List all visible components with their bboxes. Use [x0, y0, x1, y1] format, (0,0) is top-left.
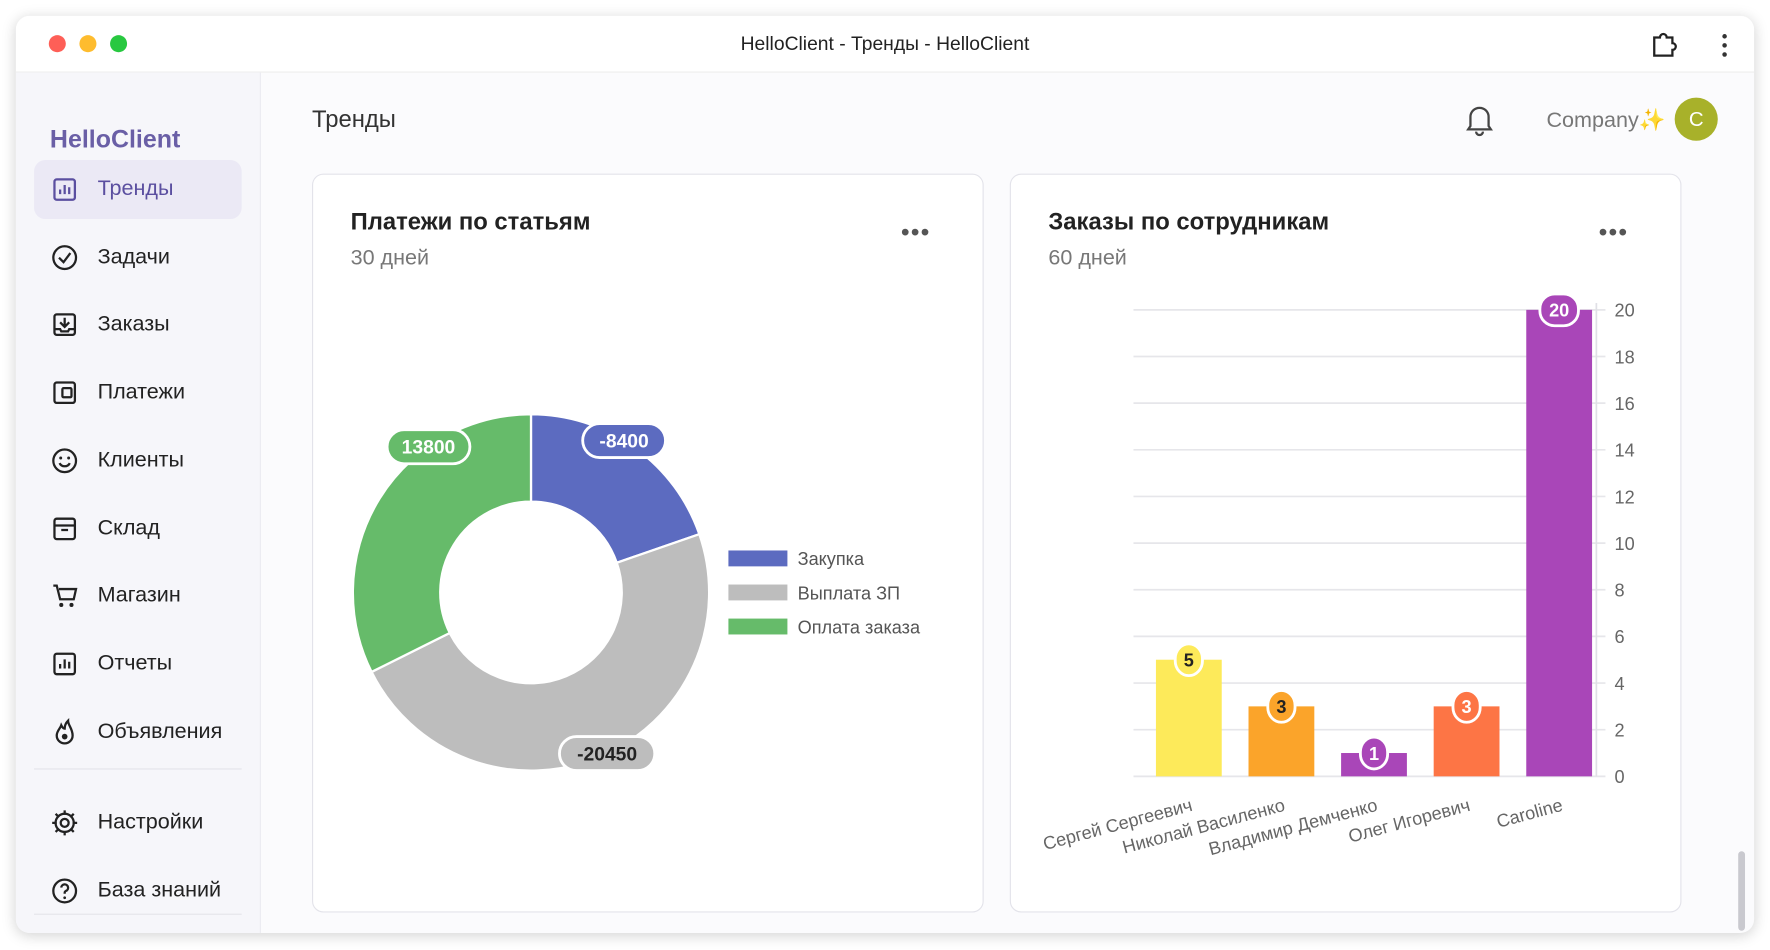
card-subtitle: 30 дней	[350, 246, 430, 271]
sidebar-item-flame[interactable]: Объявления	[34, 702, 242, 761]
legend-label[interactable]: Закупка	[798, 549, 865, 569]
sidebar-item-label: Платежи	[97, 380, 186, 405]
donut-chart: -8400 -20450 13800 Закупка Выплата ЗП Оплата …	[351, 413, 921, 773]
sidebar-item-report-chart[interactable]: Отчеты	[34, 634, 242, 693]
data-label-pill	[581, 422, 667, 459]
legend-label[interactable]: Оплата заказа	[798, 617, 921, 637]
sidebar-item-wallet[interactable]: Платежи	[34, 363, 242, 422]
data-label: -20450	[577, 744, 637, 765]
sidebar-divider	[34, 768, 242, 770]
bar[interactable]	[1526, 309, 1593, 777]
title-bar: HelloClient - Тренды - HelloClient	[15, 15, 1755, 73]
page-title: Тренды	[312, 106, 396, 133]
cart-icon	[53, 584, 78, 608]
bar-value-label: 3	[1462, 697, 1472, 717]
sidebar-item-check-circle[interactable]: Задачи	[34, 228, 242, 287]
sidebar-divider	[34, 913, 242, 915]
sidebar-item-cart[interactable]: Магазин	[34, 567, 242, 626]
sidebar-item-label: Тренды	[97, 177, 174, 201]
sidebar-item-help-circle[interactable]: База знаний	[34, 861, 242, 920]
card-title: Платежи по статьям	[350, 208, 591, 235]
y-tick-label: 18	[1615, 347, 1635, 367]
sidebar-item-inbox-download[interactable]: Заказы	[34, 296, 242, 355]
bar-value-label: 20	[1549, 301, 1569, 321]
y-tick-label: 0	[1615, 767, 1625, 787]
sidebar-item-chart[interactable]: Тренды	[34, 160, 242, 220]
bar-value-pill	[1451, 689, 1482, 724]
payments-card: Платежи по статьям 30 дней ••• -8400 -204…	[312, 173, 984, 913]
report-chart-icon	[53, 652, 77, 676]
app-window: HelloClient - Тренды - HelloClient Hello…	[15, 15, 1755, 933]
y-tick-label: 14	[1615, 441, 1635, 461]
legend-swatch	[728, 550, 788, 567]
bar-value-pill	[1358, 735, 1390, 771]
inbox-download-icon	[53, 313, 77, 337]
sidebar-item-label: Объявления	[97, 719, 223, 743]
bar-value-label: 5	[1184, 651, 1194, 671]
bar-value-pill	[1173, 642, 1204, 678]
sidebar-item-label: База знаний	[97, 878, 222, 903]
company-name[interactable]: Company✨	[1546, 108, 1666, 133]
smiley-icon	[52, 448, 78, 474]
gear-icon	[52, 810, 78, 836]
data-label: 13800	[402, 438, 456, 459]
legend-swatch	[728, 584, 788, 601]
sidebar-item-label: Настройки	[97, 810, 204, 835]
card-menu-button[interactable]: •••	[900, 217, 931, 247]
card-title: Заказы по сотрудникам	[1048, 208, 1330, 235]
sidebar-item-gear[interactable]: Настройки	[34, 793, 242, 852]
y-tick-label: 10	[1615, 534, 1635, 554]
bar[interactable]	[1155, 659, 1222, 777]
archive-icon	[53, 516, 77, 540]
y-tick-label: 16	[1615, 394, 1635, 414]
data-label: -8400	[599, 431, 648, 452]
y-tick-label: 6	[1615, 627, 1625, 647]
wallet-icon	[53, 381, 77, 405]
flame-icon	[55, 717, 74, 745]
sidebar-item-label: Магазин	[97, 583, 181, 608]
y-tick-label: 2	[1615, 720, 1625, 740]
sidebar-item-archive[interactable]: Склад	[34, 499, 242, 558]
bar-value-pill	[1538, 292, 1580, 328]
avatar[interactable]: C	[1674, 97, 1718, 141]
scrollbar[interactable]	[1738, 851, 1746, 931]
help-circle-icon	[52, 878, 78, 904]
y-tick-label: 8	[1615, 581, 1625, 601]
legend-label[interactable]: Выплата ЗП	[798, 583, 900, 603]
sidebar-item-label: Отчеты	[97, 651, 173, 676]
x-tick-label: Caroline	[1494, 795, 1564, 832]
donut-slice[interactable]	[351, 413, 533, 674]
legend-swatch	[728, 618, 788, 635]
orders-card: Заказы по сотрудникам 60 дней ••• 0 2 4 6 8 1…	[1009, 173, 1682, 913]
sidebar-item-smiley[interactable]: Клиенты	[34, 431, 242, 490]
bell-icon[interactable]	[1465, 102, 1494, 137]
check-circle-icon	[52, 244, 78, 270]
window-title: HelloClient - Тренды - HelloClient	[740, 32, 1030, 55]
sidebar-item-label: Склад	[97, 515, 160, 540]
y-tick-label: 12	[1615, 487, 1635, 507]
extension-icon[interactable]	[1650, 30, 1679, 60]
sidebar-item-label: Клиенты	[97, 448, 185, 472]
chart-icon	[53, 178, 77, 201]
y-tick-label: 20	[1615, 301, 1635, 321]
bar-value-label: 1	[1369, 744, 1379, 764]
close-button[interactable]	[48, 35, 66, 53]
bar-value-label: 3	[1276, 697, 1286, 717]
bar-value-pill	[1266, 689, 1297, 724]
sidebar: HelloClient Тренды Задачи Заказы Платежи Кли…	[15, 72, 261, 933]
donut-slice[interactable]	[370, 532, 711, 772]
minimize-button[interactable]	[79, 35, 97, 53]
card-subtitle: 60 дней	[1048, 246, 1127, 271]
more-vertical-icon[interactable]	[1718, 32, 1732, 59]
logo: HelloClient	[49, 124, 181, 154]
maximize-button[interactable]	[110, 35, 128, 53]
data-label-pill	[558, 735, 657, 773]
data-label-pill	[385, 428, 472, 466]
sidebar-item-label: Заказы	[97, 312, 170, 337]
card-menu-button[interactable]: •••	[1598, 217, 1629, 247]
y-tick-label: 4	[1615, 674, 1625, 694]
sidebar-item-label: Задачи	[97, 244, 170, 269]
